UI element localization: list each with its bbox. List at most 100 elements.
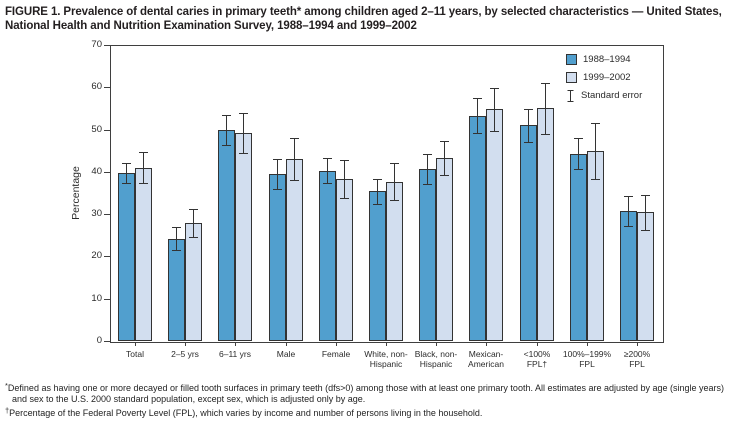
x-axis-label: 100%–199% FPL [562,349,612,369]
error-bar-cap [290,179,299,181]
error-bar [143,151,144,184]
error-bar [595,122,596,179]
legend-label-1988-1994: 1988–1994 [583,53,631,65]
error-bar-cap [591,122,600,124]
error-bar-cap [473,98,482,100]
x-axis-label: ≥200% FPL [623,349,651,369]
error-bar [176,227,177,251]
y-axis-tick-label: 20 [91,250,102,262]
bar-1999-2002 [486,109,503,341]
error-bar [494,87,495,131]
y-axis-tick-label: 60 [91,81,102,93]
x-axis-label: <100% FPL† [523,349,551,369]
footnote-marker: † [5,406,10,415]
x-axis-tick [537,342,538,346]
x-axis-tick [135,342,136,346]
error-bar-cap [423,154,432,156]
legend-item-standard-error: Standard error [566,86,642,104]
error-bar [126,163,127,183]
error-bar [327,158,328,183]
error-bar-cap [591,178,600,180]
y-axis-tick [104,171,110,173]
bar-1988-1994 [369,191,386,341]
bar-1988-1994 [118,173,135,341]
x-axis-tick [235,342,236,346]
bar-1999-2002 [537,108,554,341]
error-bar-cap [624,195,633,197]
footnotes: *Defined as having one or more decayed o… [5,380,734,419]
footnote-text: Defined as having one or more decayed or… [7,383,725,404]
x-axis-label: Female [321,349,351,359]
x-axis-tick [436,342,437,346]
bar-1988-1994 [319,170,336,341]
bar-1999-2002 [286,158,303,341]
bar-1999-2002 [336,179,353,341]
x-axis-tick [486,342,487,346]
error-bar [545,83,546,134]
x-axis-tick [587,342,588,346]
footnote-text: Percentage of the Federal Poverty Level … [9,408,483,418]
error-bar [277,159,278,189]
error-bar-cap [340,197,349,199]
error-bar [444,141,445,176]
y-axis-tick-label: 70 [91,39,102,50]
bar-1988-1994 [520,125,537,341]
bar-chart: Percentage 1988–1994 1999–2002 Standar [70,39,664,369]
error-bar-cap [473,132,482,134]
error-bar [427,154,428,184]
error-bar-cap [524,108,533,110]
x-axis-tick [637,342,638,346]
y-axis-tick [104,214,110,216]
x-axis-tick [286,342,287,346]
error-bar-cap [239,152,248,154]
y-axis-tick [104,298,110,300]
error-bar-cap [189,209,198,211]
error-bar-cap [574,138,583,140]
bar-1988-1994 [620,211,637,341]
error-bar-cap [390,163,399,165]
error-bar [394,163,395,200]
error-bar-cap [440,175,449,177]
y-axis-tick-label: 10 [91,292,102,304]
error-bar-cap [490,130,499,132]
bar-1988-1994 [168,238,185,341]
error-bar [645,195,646,230]
error-bar-cap [189,236,198,238]
error-bar-cap [373,203,382,205]
x-axis-label: Black, non- Hispanic [414,349,458,369]
x-axis-label: 2–5 yrs [171,349,199,359]
bar-1999-2002 [235,132,252,341]
y-axis-tick-label: 0 [96,335,102,346]
legend-swatch-1999-2002 [566,71,577,83]
error-bar-cap [641,229,650,231]
error-bar [193,209,194,237]
bar-1999-2002 [637,212,654,341]
error-bar-cap [222,114,231,116]
y-axis-tick [104,45,110,46]
x-axis-label: White, non- Hispanic [364,349,408,369]
error-bar [243,113,244,153]
error-bar-cap [273,188,282,190]
error-bar [477,98,478,133]
error-bar-cap [541,133,550,135]
bar-1988-1994 [419,168,436,341]
x-axis-label: Mexican- American [468,349,504,369]
error-bar-cap [122,182,131,184]
error-bar [294,137,295,180]
bar-1999-2002 [135,167,152,341]
standard-error-icon [566,89,575,102]
bar-1999-2002 [436,158,453,341]
error-bar [226,114,227,146]
x-axis-tick [386,342,387,346]
error-bar-cap [323,158,332,160]
legend: 1988–1994 1999–2002 Standard error [566,50,642,104]
error-bar-cap [490,87,499,89]
error-bar [528,108,529,142]
y-axis-tick-label: 40 [91,165,102,177]
error-bar-cap [524,141,533,143]
y-axis-tick-label: 50 [91,123,102,135]
error-bar-cap [172,227,181,229]
error-bar-cap [440,141,449,143]
x-axis-label: 6–11 yrs [219,349,251,359]
